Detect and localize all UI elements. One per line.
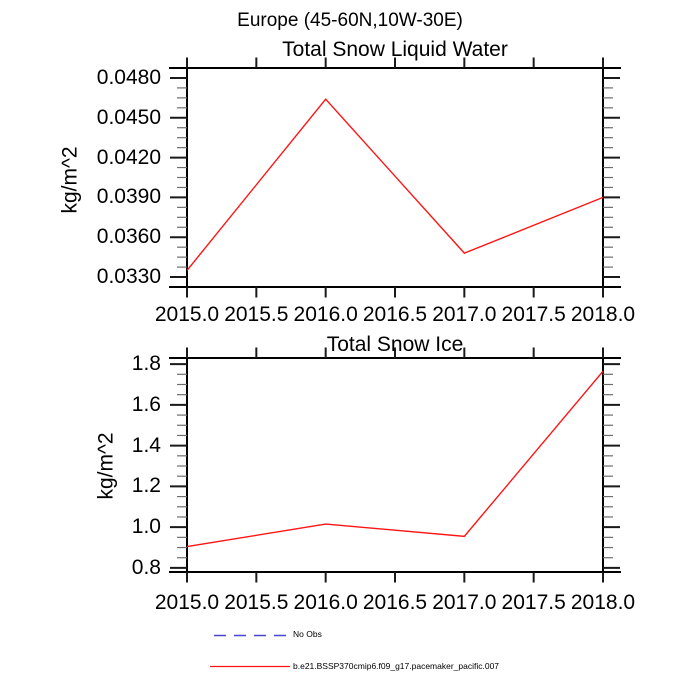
y-tick-label: 0.0420 (96, 145, 161, 169)
y-tick-label: 0.0450 (96, 105, 161, 129)
x-tick-label: 2017.0 (432, 591, 497, 614)
y-tick-label: 1.2 (131, 474, 161, 498)
y-tick-label: 1.8 (131, 352, 161, 376)
x-tick-label: 2015.5 (224, 303, 289, 326)
y-tick-label: 1.6 (131, 392, 161, 416)
figure-suptitle: Europe (45-60N,10W-30E) (237, 10, 463, 31)
x-tick-label: 2016.0 (293, 303, 358, 326)
x-tick-label: 2015.0 (154, 591, 220, 614)
series-line-chart2 (186, 370, 604, 548)
y-tick-label: 0.0480 (96, 65, 161, 89)
x-tick-label: 2018.0 (570, 303, 636, 326)
x-tick-label: 2017.5 (501, 303, 566, 326)
x-tick-label: 2017.0 (432, 303, 497, 326)
x-tick-label: 2017.5 (501, 591, 566, 614)
y-tick-label: 1.4 (131, 433, 161, 457)
x-tick-label: 2015.5 (224, 591, 289, 614)
x-tick-label: 2016.5 (362, 303, 428, 326)
x-tick-label: 2018.0 (570, 591, 636, 614)
chart2-y-axis-label: kg/m^2 (94, 432, 118, 500)
chart1-y-axis-label: kg/m^2 (58, 146, 82, 214)
legend-label-series: b.e21.BSSP370cmip6.f09_g17.pacemaker_pac… (293, 661, 500, 671)
x-tick-label: 2016.0 (293, 591, 358, 614)
x-tick-label: 2016.5 (362, 591, 428, 614)
y-tick-label: 0.0390 (96, 185, 161, 209)
legend-label-no-obs: No Obs (293, 629, 322, 639)
y-tick-label: 0.8 (131, 555, 161, 579)
series-line-chart1 (186, 98, 604, 271)
y-tick-label: 0.0330 (96, 265, 161, 289)
chart1-title: Total Snow Liquid Water (282, 38, 508, 61)
y-tick-label: 0.0360 (96, 225, 161, 249)
y-tick-label: 1.0 (131, 515, 161, 539)
x-tick-label: 2015.0 (154, 303, 220, 326)
chart2-title: Total Snow Ice (326, 333, 464, 356)
